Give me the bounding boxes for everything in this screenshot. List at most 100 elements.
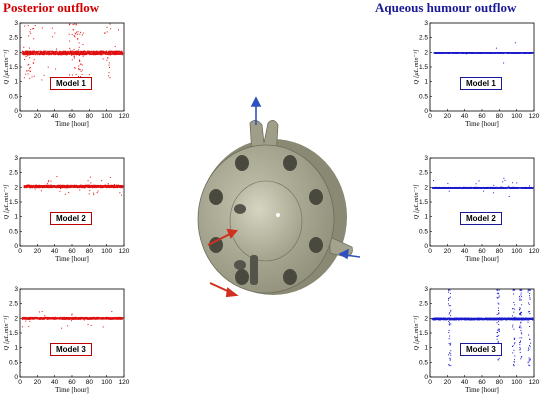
data-point [491,52,494,54]
outlier-point [87,323,89,325]
data-point [45,186,48,188]
data-point [489,52,491,54]
data-point [50,50,52,53]
data-point [47,184,49,186]
data-point [447,186,449,189]
data-point [84,186,87,189]
data-point [27,52,29,54]
data-point [64,53,67,56]
data-point [33,186,35,188]
x-axis-label: Time [hour] [465,386,499,394]
y-tick-label: 2.5 [9,35,18,42]
data-point [69,318,71,320]
x-tick-label: 20 [34,379,42,386]
y-tick-label: 3 [14,286,18,293]
data-points [23,175,124,196]
data-point [32,185,34,188]
outlier-point [106,31,108,33]
outlier-point [81,64,83,66]
data-point [63,51,65,53]
data-point [23,53,25,56]
data-point [78,317,80,319]
data-point [24,185,26,187]
data-point [510,187,512,189]
chart-posterior-model-3: 0 20 40 60 80 100 120 0 0.5 1 1.5 2 2.5 3 Time [hour] Q… [2,283,132,399]
data-point [77,53,79,55]
data-point [94,51,96,53]
outlier-point [508,196,510,198]
y-tick-label: 3 [424,20,428,27]
data-point [504,187,506,189]
y-tick-label: 0.5 [419,93,428,100]
y-tick-label: 1 [14,79,18,86]
data-point [43,51,45,53]
data-point [70,52,72,54]
data-point [38,53,40,55]
data-point [446,52,448,54]
data-point [42,317,44,320]
outlier-point [29,71,31,73]
data-point [22,317,24,319]
data-point [90,318,92,320]
outlier-point [104,32,106,34]
data-point [38,184,41,187]
data-point [77,51,80,53]
data-point [118,50,120,52]
data-point [87,184,89,186]
data-point [121,50,123,52]
data-point [120,187,122,189]
data-point [59,54,62,56]
x-tick-label: 60 [68,248,76,255]
data-point [110,185,112,187]
y-axis-label: Q [μL.min⁻¹] [413,184,420,219]
data-point [114,318,116,320]
data-point [507,52,509,54]
outlier-point [483,190,485,192]
data-point [85,53,88,55]
outlier-point [34,25,36,27]
outlier-point [108,75,110,77]
data-point [83,186,85,189]
data-point [38,318,40,320]
data-point [115,53,117,55]
data-point [116,185,118,187]
data-point [92,53,94,56]
outlier-point [89,190,91,192]
data-point [28,317,31,319]
data-point [111,51,113,53]
data-point [74,316,77,319]
outlier-point [109,51,111,53]
data-point [119,186,121,188]
data-point [25,53,27,55]
data-point [44,50,47,52]
outlier-point [118,29,120,31]
x-tick-label: 80 [496,113,504,120]
outlier-point [109,23,111,25]
data-point [27,186,29,188]
x-tick-label: 100 [511,113,522,120]
outlier-point [465,53,467,55]
data-point [57,184,59,187]
chart-posterior-model-1: 0 20 40 60 80 100 120 0 0.5 1 1.5 2 2.5 3 Time [hour] Q… [2,17,132,133]
data-point [496,52,498,54]
y-tick-label: 2.5 [9,301,18,308]
outlier-point [30,67,32,69]
model-label: Model 1 [50,77,92,91]
data-point [55,186,57,188]
posterior-outflow-heading: Posterior outflow [3,0,100,15]
x-tick-label: 20 [444,113,452,120]
outlier-point [28,63,30,65]
data-point [27,51,29,53]
data-point [94,185,96,187]
data-point [64,52,67,54]
data-point [25,184,28,187]
y-axis-label: Q [μL.min⁻¹] [3,315,10,350]
data-point [122,317,124,319]
data-point [81,317,83,319]
data-point [516,187,518,189]
outlier-point [24,25,26,27]
outlier-point [78,42,80,44]
data-point [38,52,40,55]
data-point [54,53,56,55]
data-point [21,50,23,52]
